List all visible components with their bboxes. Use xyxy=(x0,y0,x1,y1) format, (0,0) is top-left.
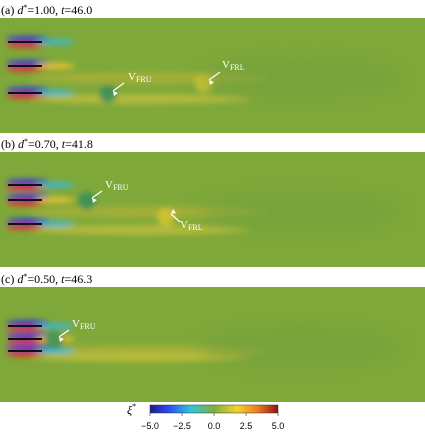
annotation: VFRU xyxy=(72,318,96,331)
colorbar-tick-label: −5.0 xyxy=(141,421,159,431)
annotation-sub: FRU xyxy=(80,322,96,331)
annotation-arrow xyxy=(91,190,103,199)
panel-title: (c) d*=0.50, t=46.3 xyxy=(1,272,92,286)
shear-layer xyxy=(35,323,75,329)
param-symbol: d xyxy=(18,137,25,151)
annotation-arrow xyxy=(170,213,181,223)
param-symbol: d xyxy=(17,3,24,17)
time-value: =46.3 xyxy=(64,272,92,286)
far-wake xyxy=(200,58,400,98)
colorbar-tick-label: 5.0 xyxy=(272,421,285,431)
wake xyxy=(30,94,250,104)
annotation-arrow xyxy=(208,71,221,81)
vorticity-field: VFRU xyxy=(0,287,425,402)
wake xyxy=(30,352,250,362)
param-sup: * xyxy=(23,3,27,12)
panel-label: (a) xyxy=(1,3,17,17)
positive-vortex xyxy=(6,93,46,99)
arrow-head xyxy=(59,337,64,342)
wake xyxy=(30,225,250,235)
arrow-head xyxy=(209,80,214,85)
panel-label: (c) xyxy=(1,272,17,286)
time-symbol: t xyxy=(61,3,65,17)
param-value: =1.00, xyxy=(27,3,58,17)
param-symbol: d xyxy=(17,272,24,286)
shear-layer xyxy=(35,348,75,354)
shed-vortex xyxy=(99,85,117,103)
colorbar xyxy=(149,404,279,414)
arrow-head xyxy=(113,91,118,96)
annotation: VFRL xyxy=(222,59,245,72)
shear-layer xyxy=(35,90,75,96)
annotation-base: V xyxy=(72,318,80,330)
colorbar-label: ξ* xyxy=(127,402,136,417)
shear-layer xyxy=(35,39,75,45)
time-value: =46.0 xyxy=(64,3,92,17)
time-symbol: t xyxy=(62,137,66,151)
positive-vortex xyxy=(6,185,46,191)
far-wake xyxy=(200,192,400,232)
positive-vortex xyxy=(6,339,46,345)
annotation-arrow xyxy=(112,82,125,92)
time-value: =41.8 xyxy=(65,137,93,151)
param-sup: * xyxy=(23,272,27,281)
annotation-base: V xyxy=(105,179,113,191)
annotation-sub: FRL xyxy=(188,223,203,232)
annotation-base: V xyxy=(180,219,188,231)
colorbar-tick-label: −2.5 xyxy=(173,421,191,431)
positive-vortex xyxy=(6,351,46,357)
annotation-base: V xyxy=(128,71,136,83)
arrow-head xyxy=(92,198,97,203)
positive-vortex xyxy=(6,224,46,230)
arrow-head xyxy=(171,209,176,214)
annotation-sub: FRL xyxy=(230,63,245,72)
annotation-base: V xyxy=(222,59,230,71)
shear-layer xyxy=(35,197,75,203)
panel-label: (b) xyxy=(1,137,18,151)
positive-vortex xyxy=(6,42,46,48)
time-symbol: t xyxy=(61,272,65,286)
annotation: VFRU xyxy=(128,71,152,84)
annotation-sub: FRU xyxy=(136,75,152,84)
colorbar-tick-label: 0.0 xyxy=(208,421,221,431)
panel-title: (a) d*=1.00, t=46.0 xyxy=(1,3,92,17)
annotation: VFRU xyxy=(105,179,129,192)
annotation: VFRL xyxy=(180,219,203,232)
annotation-arrow xyxy=(58,329,70,338)
colorbar-symbol: ξ xyxy=(127,403,133,417)
annotation-sub: FRU xyxy=(113,183,129,192)
shear-layer xyxy=(35,182,75,188)
param-value: =0.50, xyxy=(27,272,58,286)
shed-vortex xyxy=(157,208,175,226)
param-value: =0.70, xyxy=(28,137,59,151)
shed-vortex xyxy=(78,192,96,210)
positive-vortex xyxy=(6,200,46,206)
panel-title: (b) d*=0.70, t=41.8 xyxy=(1,137,93,151)
positive-vortex xyxy=(6,66,46,72)
shear-layer xyxy=(35,63,75,69)
colorbar-sup: * xyxy=(132,402,136,411)
far-wake xyxy=(200,327,400,367)
param-sup: * xyxy=(24,137,28,146)
shear-layer xyxy=(35,221,75,227)
positive-vortex xyxy=(6,326,46,332)
colorbar-tick-label: 2.5 xyxy=(240,421,253,431)
shed-vortex xyxy=(45,331,63,349)
